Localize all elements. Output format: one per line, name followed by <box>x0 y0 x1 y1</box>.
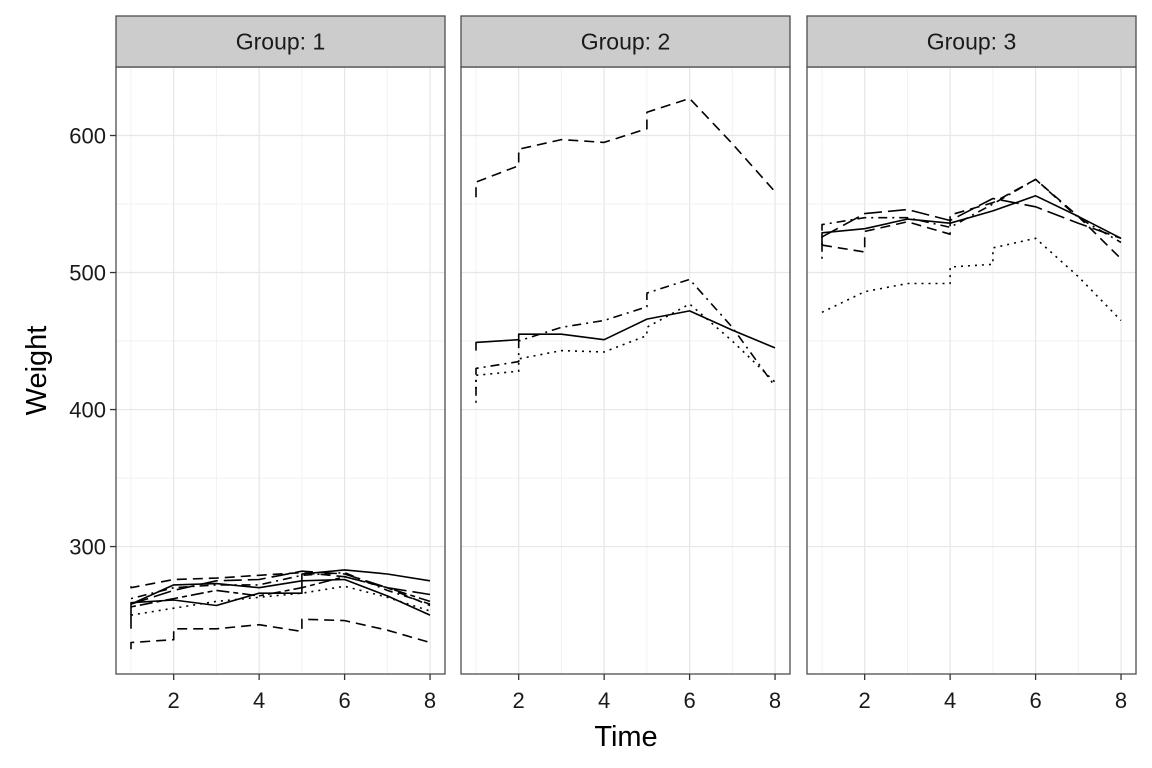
facet-strip-label: Group: 1 <box>236 29 326 55</box>
panel-background <box>807 67 1136 674</box>
facet-panel-1: Group: 1 2 4 6 8 <box>115 15 446 713</box>
facet-panel-2: Group: 2 2 4 6 8 <box>460 15 791 713</box>
facet-strip-label: Group: 2 <box>581 29 671 55</box>
series-line-3 <box>130 585 431 616</box>
panel-background <box>461 67 790 674</box>
x-tick-label: 2 <box>859 688 871 713</box>
y-axis-title: Weight <box>21 326 53 416</box>
panel-background <box>116 67 445 674</box>
x-tick-label: 6 <box>1029 688 1041 713</box>
facet-strip-label: Group: 3 <box>927 29 1017 55</box>
y-tick-label: 500 <box>69 261 106 286</box>
x-tick-label: 2 <box>513 688 525 713</box>
series-line-6 <box>130 575 431 608</box>
x-tick-label: 8 <box>424 688 436 713</box>
series-line-7 <box>130 578 431 616</box>
series-line-1 <box>475 310 776 351</box>
series-line-2 <box>475 97 776 198</box>
series-line-5 <box>821 197 1122 240</box>
series-line-2 <box>821 178 1122 260</box>
x-tick-label: 6 <box>338 688 350 713</box>
x-tick-label: 4 <box>944 688 956 713</box>
facet-strip <box>115 15 446 68</box>
series-line-8 <box>130 571 431 607</box>
y-tick-label: 400 <box>69 398 106 423</box>
x-tick-label: 4 <box>253 688 265 713</box>
x-tick-label: 4 <box>598 688 610 713</box>
x-tick-label: 6 <box>683 688 695 713</box>
x-tick-label: 2 <box>168 688 180 713</box>
facet-strip <box>460 15 791 68</box>
x-tick-label: 8 <box>769 688 781 713</box>
facet-panel-3: Group: 3 2 4 6 8 <box>806 15 1137 713</box>
y-tick-label: 300 <box>69 535 106 560</box>
series-line-1 <box>130 569 431 629</box>
series-line-2 <box>130 618 431 650</box>
series-line-4 <box>130 571 431 605</box>
series-line-4 <box>475 278 776 403</box>
y-tick-label: 600 <box>69 124 106 149</box>
x-axis-title: Time <box>594 721 657 753</box>
series-line-3 <box>475 303 776 389</box>
facet-strip <box>806 15 1137 68</box>
x-tick-label: 8 <box>1115 688 1127 713</box>
series-line-3 <box>821 237 1122 322</box>
